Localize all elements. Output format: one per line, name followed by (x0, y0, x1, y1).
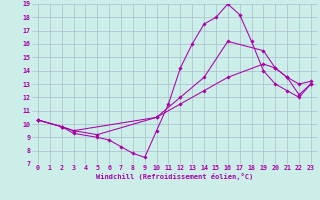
X-axis label: Windchill (Refroidissement éolien,°C): Windchill (Refroidissement éolien,°C) (96, 173, 253, 180)
